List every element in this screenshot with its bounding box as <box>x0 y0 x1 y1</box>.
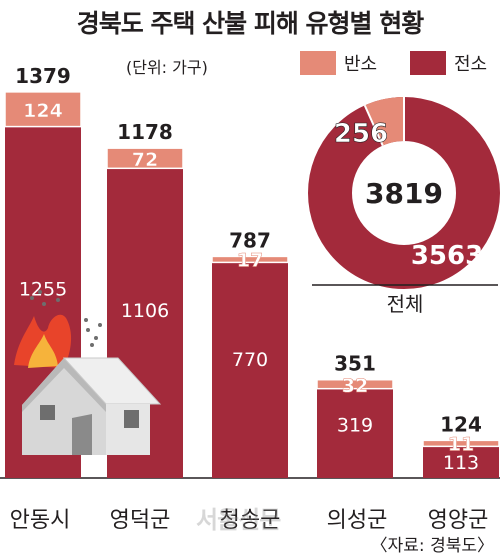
legend-label-partial: 반소 <box>344 54 378 75</box>
bar-total-loss-label-3: 319 <box>337 415 373 437</box>
bar-total-label-4: 124 <box>440 412 482 436</box>
watermark: 서울신문 <box>196 506 281 534</box>
smoke-dot-icon <box>94 336 98 340</box>
category-label-2: 청송군 <box>220 508 281 533</box>
bar-total-loss-label-4: 113 <box>443 452 479 474</box>
bar-partial-label-3: 32 <box>342 375 368 397</box>
bar-total-label-1: 1178 <box>117 120 173 144</box>
legend-item-partial: 반소 <box>300 50 377 76</box>
bar-partial-3 <box>316 378 394 390</box>
bar-total-label-0: 1379 <box>15 64 71 88</box>
category-label-3: 의성군 <box>327 508 388 533</box>
bar-partial-label-2: 17 <box>237 249 263 271</box>
legend-item-total-loss: 전소 <box>410 50 487 76</box>
smoke-dot-icon <box>38 290 42 294</box>
category-label-4: 영양군 <box>428 508 489 533</box>
bar-total-loss-4 <box>423 446 499 478</box>
source-label: 〈자료: 경북도〉 <box>370 536 494 556</box>
smoke-dot-icon <box>86 328 90 332</box>
donut-label: 전체 <box>387 292 424 316</box>
bar-partial-label-0: 124 <box>23 100 63 122</box>
smoke-dot-icon <box>30 296 34 300</box>
smoke-dot-icon <box>42 302 46 306</box>
house-window-icon <box>40 405 55 420</box>
bar-total-loss-label-1: 1106 <box>121 300 169 322</box>
unit-label: (단위: 가구) <box>126 58 208 77</box>
category-label-1: 영덕군 <box>110 508 171 533</box>
flame-inner-icon <box>28 334 58 368</box>
donut-separator-side <box>363 104 384 146</box>
bar-partial-label-4: 11 <box>448 433 474 455</box>
bar-total-loss-2 <box>212 262 288 478</box>
smoke-dot-icon <box>56 298 60 302</box>
bar-total-label-2: 787 <box>229 228 271 252</box>
donut-total-loss-label: 3563 <box>411 241 483 271</box>
house-door-icon <box>72 414 92 455</box>
burning-house-illustration <box>14 290 162 455</box>
legend-swatch-partial <box>300 51 336 75</box>
bar-total-loss-label-0: 1255 <box>19 278 67 300</box>
bar-partial-label-1: 72 <box>132 149 158 171</box>
house-roof <box>62 357 162 405</box>
bar-total-loss-3 <box>317 388 393 478</box>
smoke-dot-icon <box>90 343 94 347</box>
chart-title: 경북도 주택 산불 피해 유형별 현황 <box>76 9 425 38</box>
bar-partial-1 <box>106 147 184 170</box>
donut-partial-label: 256 <box>334 119 388 149</box>
bar-total-loss-label-2: 770 <box>232 349 268 371</box>
house-side-window-icon <box>124 410 139 428</box>
smoke-dot-icon <box>84 318 88 322</box>
legend-label-total-loss: 전소 <box>454 54 488 75</box>
bar-total-label-3: 351 <box>334 352 376 376</box>
bar-partial-4 <box>422 439 500 448</box>
bar-partial-2 <box>211 255 289 264</box>
donut-center-label: 3819 <box>365 177 443 210</box>
legend-swatch-total-loss <box>410 51 446 75</box>
category-label-0: 안동시 <box>10 508 71 533</box>
bar-partial-0 <box>4 91 82 128</box>
smoke-dot-icon <box>98 323 102 327</box>
